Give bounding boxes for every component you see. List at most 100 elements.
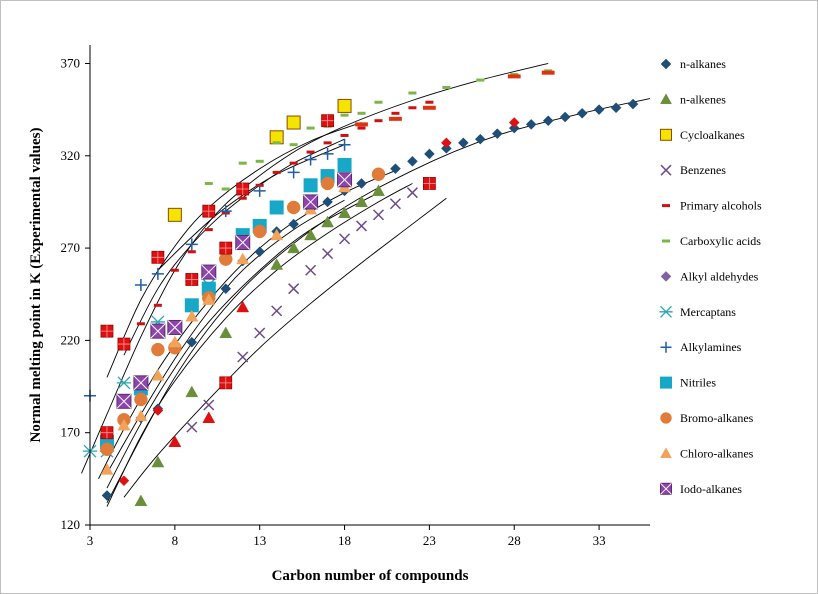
- y-tick-label: 270: [61, 240, 81, 255]
- legend-marker: [660, 271, 672, 282]
- data-point: [252, 224, 267, 239]
- y-tick-label: 370: [61, 55, 81, 70]
- data-point: [201, 264, 217, 280]
- data-point: [134, 494, 148, 507]
- legend-label: n-alkenes: [680, 92, 726, 106]
- legend-label: Carboxylic acids: [680, 234, 761, 248]
- legend: n-alkanes n-alkenes Cycloalkanes Benzenes Pr…: [659, 57, 762, 496]
- data-markers: [82, 69, 639, 507]
- data-point: [303, 194, 319, 210]
- legend-marker: [660, 93, 672, 105]
- data-point: [187, 250, 196, 254]
- legend-item: Mercaptans: [659, 305, 736, 319]
- y-axis-title: Normal melting point in K (Experimental …: [28, 128, 44, 443]
- data-point: [372, 209, 385, 221]
- data-point: [270, 228, 284, 241]
- data-point: [270, 258, 284, 270]
- legend-marker: [660, 341, 672, 353]
- axes: [89, 45, 650, 526]
- data-point: [116, 376, 132, 390]
- y-tick-label: 220: [61, 332, 81, 347]
- data-point: [202, 204, 216, 218]
- data-point: [170, 268, 179, 272]
- data-point: [408, 106, 417, 110]
- data-point: [288, 218, 299, 230]
- legend-item: Alkylamines: [660, 340, 742, 354]
- series-n-alkanes: [101, 98, 639, 501]
- data-point: [306, 150, 315, 154]
- data-point: [355, 122, 368, 127]
- data-point: [389, 198, 401, 210]
- data-point: [408, 91, 417, 95]
- data-point: [304, 153, 317, 166]
- data-point: [185, 309, 199, 322]
- legend-label: Alkylamines: [680, 340, 742, 354]
- data-point: [151, 267, 164, 280]
- data-point: [134, 392, 148, 407]
- data-point: [339, 233, 351, 245]
- data-point: [340, 113, 349, 117]
- data-point: [133, 375, 149, 391]
- legend-item: Benzenes: [660, 163, 726, 177]
- data-point: [203, 399, 215, 411]
- data-point: [134, 279, 147, 291]
- data-point: [219, 376, 233, 390]
- x-tick-label: 18: [338, 533, 351, 548]
- x-tick-label: 23: [423, 533, 436, 548]
- data-point: [286, 200, 301, 215]
- data-point: [167, 207, 182, 222]
- y-tick-label: 120: [61, 517, 81, 532]
- data-point: [219, 241, 233, 255]
- data-point: [221, 187, 230, 191]
- x-tick-label: 8: [172, 533, 179, 548]
- data-point: [168, 435, 182, 447]
- data-point: [272, 141, 281, 145]
- data-point: [254, 246, 266, 258]
- data-point: [457, 137, 469, 149]
- data-point: [406, 187, 418, 199]
- trendlines: [81, 63, 651, 507]
- legend-marker: [660, 58, 672, 70]
- data-point: [525, 119, 537, 130]
- data-point: [269, 200, 284, 215]
- data-point: [100, 463, 114, 475]
- legend-item: n-alkenes: [660, 92, 726, 106]
- data-point: [271, 305, 283, 317]
- data-point: [424, 148, 435, 160]
- data-point: [507, 74, 521, 79]
- data-point: [441, 137, 452, 149]
- data-point: [219, 326, 233, 339]
- data-point: [323, 141, 332, 145]
- trendline: [81, 63, 549, 474]
- x-tick-label: 28: [508, 533, 521, 548]
- legend-label: Bromo-alkanes: [680, 411, 754, 425]
- data-point: [303, 178, 318, 193]
- data-point: [389, 116, 402, 121]
- y-tick-label: 320: [61, 148, 81, 163]
- data-point: [219, 252, 233, 266]
- data-point: [151, 368, 165, 381]
- legend-marker: [662, 204, 670, 208]
- data-point: [134, 409, 148, 422]
- data-point: [237, 351, 249, 363]
- legend-item: Alkyl aldehydes: [660, 269, 759, 283]
- data-point: [422, 105, 436, 110]
- data-point: [508, 117, 520, 128]
- data-point: [185, 385, 199, 398]
- series-unlabeled-diamond: [118, 117, 520, 487]
- data-point: [117, 337, 131, 351]
- data-point: [100, 442, 114, 457]
- legend-item: Chloro-alkanes: [660, 446, 754, 460]
- data-point: [287, 241, 301, 254]
- data-point: [151, 342, 165, 357]
- data-point: [322, 248, 334, 260]
- data-point: [136, 322, 145, 326]
- data-point: [101, 490, 113, 501]
- legend-item: Iodo-alkanes: [660, 482, 742, 496]
- tick-labels: 120 170 220 270 320 370 3 8 13 18 23 28 33: [61, 55, 606, 548]
- data-point: [391, 111, 400, 115]
- legend-marker: [660, 447, 672, 459]
- data-point: [442, 85, 451, 89]
- legend-marker: [659, 305, 673, 318]
